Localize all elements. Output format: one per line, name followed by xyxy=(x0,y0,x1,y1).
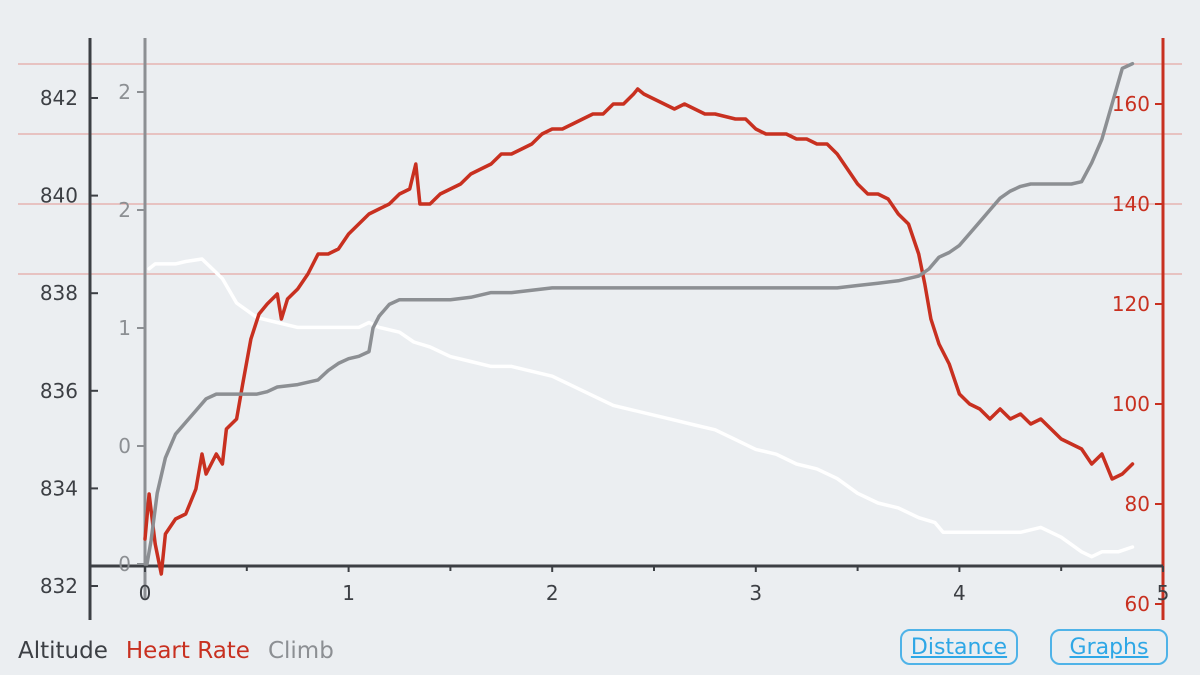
altitude-tick-label-4: 840 xyxy=(40,184,78,208)
altitude-tick-label-2: 836 xyxy=(40,379,78,403)
climb-tick-label-3: 2 xyxy=(118,198,131,222)
hr-tick-label-4: 140 xyxy=(1112,192,1150,216)
series-line-heart-rate xyxy=(143,87,1135,576)
hr-tick-label-3: 120 xyxy=(1112,292,1150,316)
altitude-tick-label-3: 838 xyxy=(40,281,78,305)
distance-button[interactable]: Distance xyxy=(900,629,1018,665)
graphs-button[interactable]: Graphs xyxy=(1050,629,1168,665)
series-line-climb xyxy=(143,61,1135,566)
climb-tick-label-4: 2 xyxy=(118,80,131,104)
climb-tick-label-1: 0 xyxy=(118,434,131,458)
hr-tick-label-5: 160 xyxy=(1112,92,1150,116)
legend: Altitude Heart Rate Climb xyxy=(18,638,334,664)
altitude-tick-label-5: 842 xyxy=(40,86,78,110)
x-tick-label-2: 2 xyxy=(546,581,559,605)
hr-tick-label-2: 100 xyxy=(1112,392,1150,416)
hr-tick-label-0: 60 xyxy=(1125,592,1150,616)
x-tick-label-3: 3 xyxy=(749,581,762,605)
legend-climb: Climb xyxy=(267,638,334,664)
legend-heart-rate: Heart Rate xyxy=(125,638,250,664)
altitude-tick-label-1: 834 xyxy=(40,476,78,500)
climb-tick-label-2: 1 xyxy=(118,316,131,340)
x-tick-label-4: 4 xyxy=(953,581,966,605)
legend-altitude: Altitude xyxy=(18,638,108,664)
x-tick-label-1: 1 xyxy=(342,581,355,605)
x-tick-label-5: 5 xyxy=(1157,581,1170,605)
climb-tick-label-0: 0 xyxy=(118,552,131,576)
hr-tick-label-1: 80 xyxy=(1125,492,1150,516)
x-tick-label-0: 0 xyxy=(139,581,152,605)
series-line-altitude xyxy=(147,257,1135,559)
altitude-tick-label-0: 832 xyxy=(40,574,78,598)
